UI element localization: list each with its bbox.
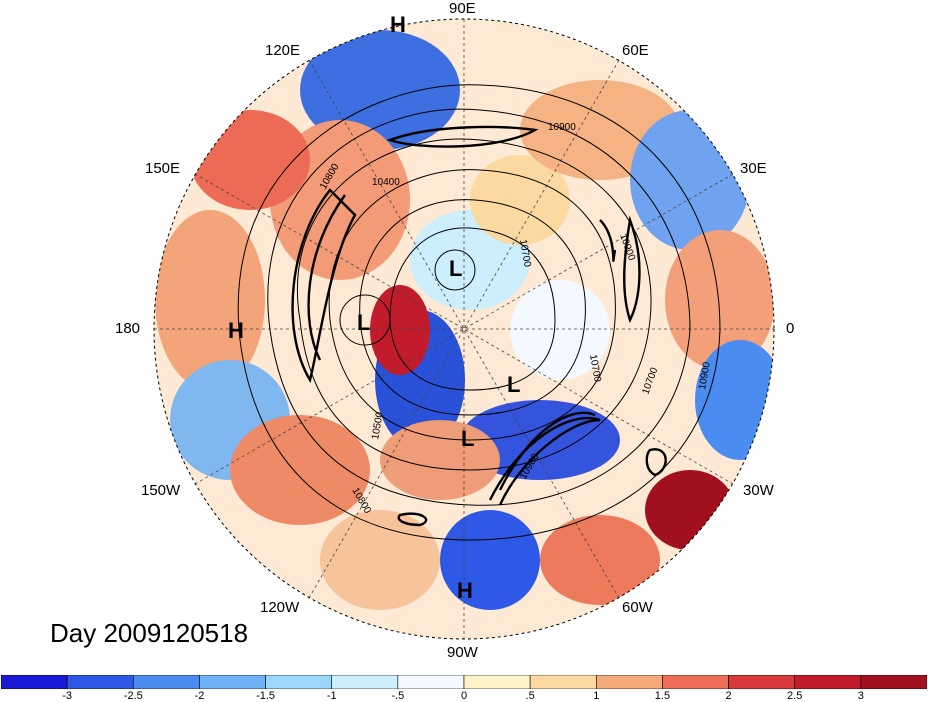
contour-label: 10400 xyxy=(372,177,400,188)
colorbar-segment xyxy=(331,675,399,689)
lon-label-30e: 30E xyxy=(740,160,767,177)
contour-label: 10900 xyxy=(548,122,576,133)
lon-label-150e: 150E xyxy=(145,160,181,177)
lon-label-120w: 120W xyxy=(260,599,300,616)
colorbar-segment xyxy=(595,675,663,689)
lon-label-90e: 90E xyxy=(449,0,476,17)
low-pressure-label: L xyxy=(449,256,463,281)
colorbar-tick-label: -3 xyxy=(62,690,73,702)
lon-label-90w: 90W xyxy=(447,644,478,661)
lon-label-120e: 120E xyxy=(265,42,301,59)
colorbar-segment xyxy=(397,675,465,689)
colorbar-tick-label: -2 xyxy=(194,690,205,702)
colorbar-segment xyxy=(1,675,68,689)
colorbar-segment xyxy=(265,675,333,689)
contour-label: 10700 xyxy=(587,354,603,384)
high-pressure-label: H xyxy=(390,12,406,37)
jet-contours xyxy=(291,125,667,527)
colorbar-tick-label: -.5 xyxy=(391,690,405,702)
high-pressure-label: H xyxy=(457,578,473,603)
colorbar-segment xyxy=(66,675,134,689)
colorbar-tick-label: -2.5 xyxy=(123,690,143,702)
colorbar-segment xyxy=(794,675,862,689)
colorbar-tick-label: 2 xyxy=(725,690,732,702)
contour-label: 10700 xyxy=(517,239,533,269)
colorbar-segment xyxy=(529,675,597,689)
graticule xyxy=(154,19,774,639)
colorbar-segment xyxy=(463,675,531,689)
colorbar-tick-label: 1 xyxy=(593,690,600,702)
low-pressure-label: L xyxy=(507,372,521,397)
lon-label-180: 180 xyxy=(115,320,141,337)
colorbar-tick-label: 2.5 xyxy=(787,690,803,702)
day-label: Day 2009120518 xyxy=(50,618,249,648)
colorbar-segment xyxy=(662,675,729,689)
colorbar-tick-label: 0 xyxy=(460,690,468,702)
colorbar-tick-label: -1 xyxy=(326,690,337,702)
colorbar-tick-label: -1.5 xyxy=(256,690,276,702)
high-pressure-label: H xyxy=(228,318,244,343)
lon-label-150w: 150W xyxy=(141,482,181,499)
map-boundary xyxy=(153,18,775,640)
lon-label-0: 0 xyxy=(786,320,795,337)
colorbar-segment xyxy=(728,675,796,689)
contour-label: 10500 xyxy=(370,411,386,441)
colorbar-tick-label: 3 xyxy=(857,690,864,702)
lon-label-60w: 60W xyxy=(622,599,653,616)
lon-label-30w: 30W xyxy=(743,482,774,499)
colorbar-segment xyxy=(860,675,927,689)
colorbar-segment xyxy=(132,675,200,689)
low-pressure-label: L xyxy=(461,426,475,451)
height-contours xyxy=(237,84,721,541)
colorbar-segment xyxy=(199,675,266,689)
colorbar-tick-label: .5 xyxy=(525,690,535,702)
colorbar xyxy=(1,675,927,689)
lon-label-60e: 60E xyxy=(622,42,649,59)
colorbar-tick-label: 1.5 xyxy=(654,690,671,702)
contour-label: 10900 xyxy=(697,361,713,391)
low-pressure-label: L xyxy=(357,310,371,335)
